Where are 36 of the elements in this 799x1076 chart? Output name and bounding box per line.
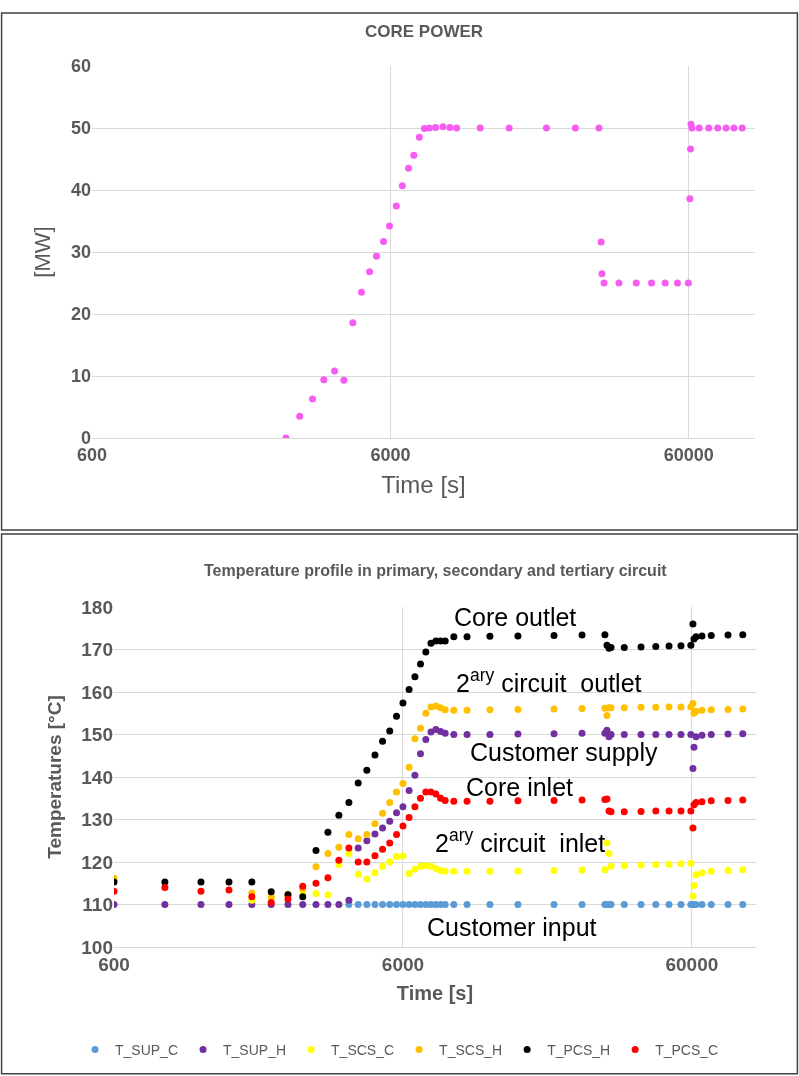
x-tick-label: 6000 (381, 953, 425, 975)
legend-label: T_SCS_H (439, 1042, 503, 1059)
legend-label: T_SUP_H (223, 1042, 287, 1059)
x-tick-label: 60000 (665, 953, 719, 975)
annotation: 2$^{ary}$ circuit inlet (435, 825, 606, 857)
legend-label: T_PCS_H (547, 1042, 611, 1059)
x-axis-title: Time [s] (396, 982, 474, 1005)
legend-label: T_PCS_C (655, 1042, 719, 1059)
y-tick-label: 40 (70, 180, 91, 201)
annotation: Core outlet (454, 603, 577, 631)
y-tick-label: 120 (81, 851, 113, 873)
annotation: Customer supply (470, 738, 659, 766)
y-tick-label: 180 (81, 596, 113, 618)
y-tick-label: 160 (81, 681, 113, 703)
legend-label: T_SCS_C (331, 1042, 395, 1059)
x-tick-label: 60000 (663, 444, 714, 465)
y-tick-label: 10 (70, 366, 91, 387)
y-tick-label: 30 (70, 242, 91, 263)
y-tick-label: 20 (70, 304, 91, 325)
y-axis-title: Temperatures [°C] (44, 695, 66, 859)
y-tick-label: 130 (81, 809, 113, 831)
y-tick-label: 50 (70, 118, 91, 139)
x-axis-title: Time [s] (381, 470, 466, 498)
annotation: Core inlet (466, 773, 574, 801)
y-tick-label: 140 (81, 766, 113, 788)
y-tick-label: 60 (70, 56, 91, 77)
chart-title: Temperature profile in primary, secondary and tertiary circuit (204, 562, 668, 579)
legend-label: T_SUP_C (115, 1042, 179, 1059)
chart-title: CORE POWER (365, 22, 484, 41)
annotation: 2$^{ary}$ circuit outlet (456, 665, 642, 697)
y-tick-label: 110 (82, 894, 113, 916)
annotation: Customer input (427, 913, 597, 941)
y-tick-label: 150 (81, 724, 113, 746)
x-tick-label: 6000 (370, 444, 411, 465)
y-axis-title: [MW] (29, 226, 55, 278)
y-tick-label: 170 (81, 639, 113, 661)
